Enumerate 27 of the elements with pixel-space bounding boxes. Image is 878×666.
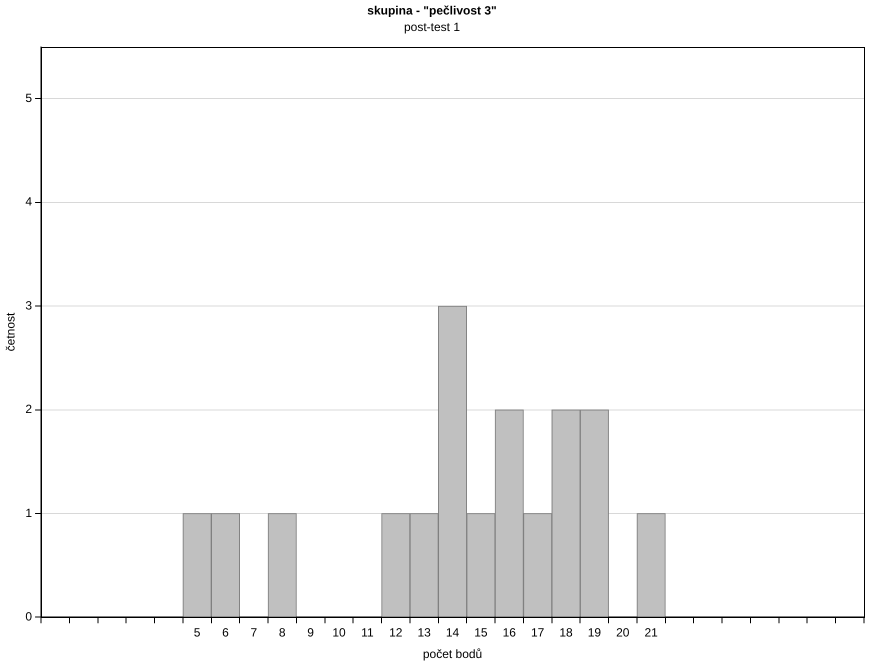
x-tick-label: 13: [417, 626, 432, 640]
x-tick-label: 18: [559, 626, 574, 640]
y-tick-label: 1: [25, 506, 32, 520]
x-tick-label: 6: [222, 626, 230, 640]
x-tick-label: 5: [194, 626, 201, 640]
y-axis-title: četnost: [4, 312, 18, 352]
y-tick-label: 3: [25, 298, 32, 312]
x-tick-label: 14: [446, 626, 460, 640]
y-tick-label: 5: [25, 90, 32, 105]
x-tick-label: 9: [307, 626, 314, 640]
x-tick-label: 20: [616, 626, 630, 640]
x-tick-label: 11: [361, 626, 374, 640]
x-axis-title: počet bodů: [422, 647, 482, 662]
y-tick-label: 0: [25, 610, 32, 624]
x-tick-label: 7: [250, 626, 258, 640]
x-tick-label: 15: [474, 626, 488, 640]
y-tick-label: 4: [25, 194, 32, 209]
chart-title: skupina - "pečlivost 3": [367, 4, 497, 18]
x-tick-label: 8: [278, 626, 286, 640]
chart-subtitle: post-test 1: [404, 20, 460, 34]
x-tick-label: 12: [389, 626, 403, 640]
x-tick-label: 16: [502, 626, 516, 640]
y-tick-label: 2: [25, 402, 32, 416]
x-tick-label: 10: [332, 626, 346, 640]
x-tick-label: 21: [644, 626, 658, 640]
x-tick-label: 17: [530, 626, 545, 640]
x-tick-label: 19: [588, 626, 602, 640]
